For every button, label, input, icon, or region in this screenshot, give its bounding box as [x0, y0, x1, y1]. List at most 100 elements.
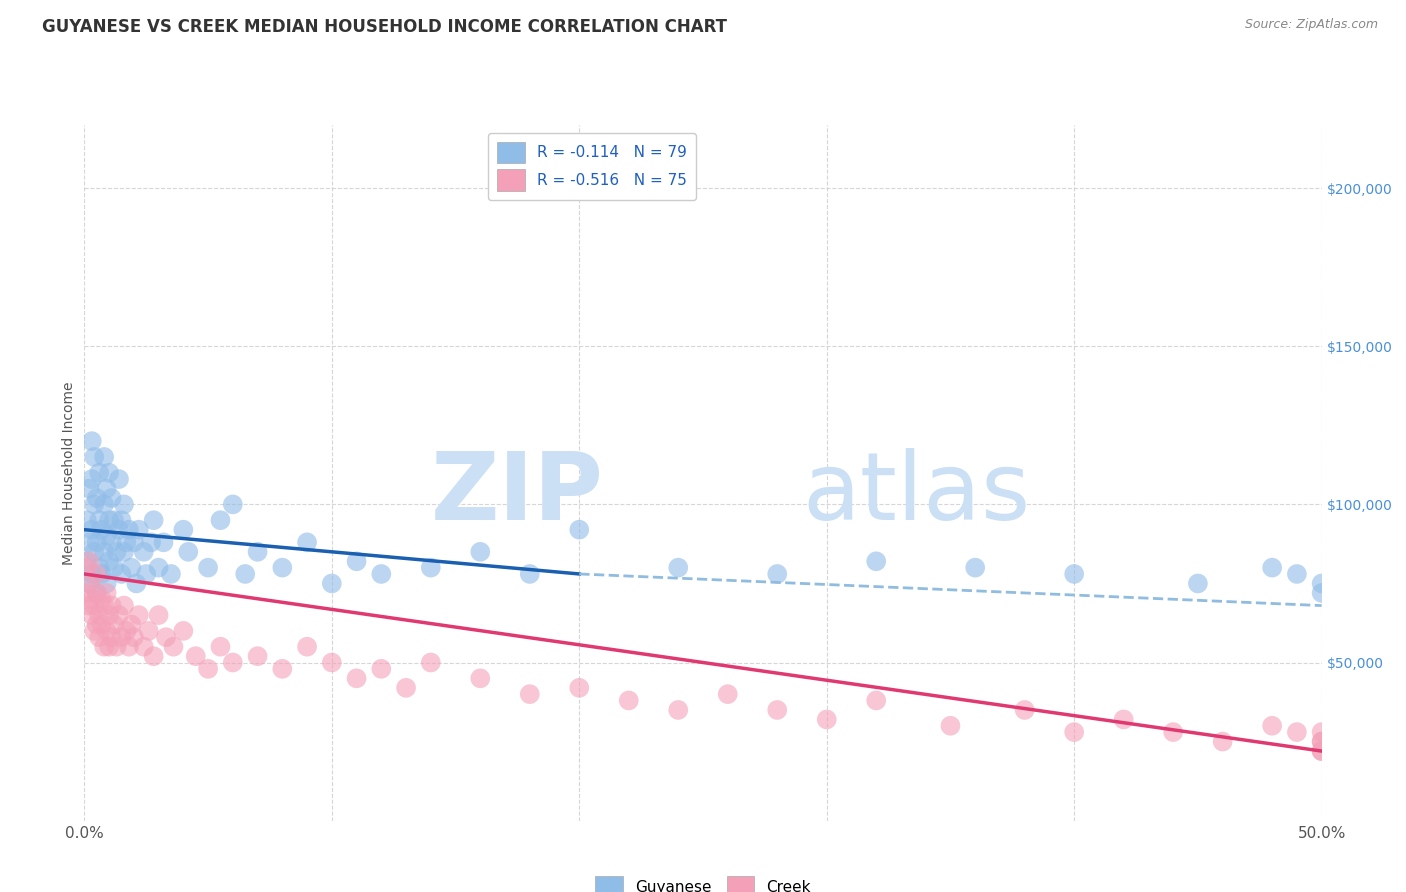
- Point: [110, 513, 132, 527]
- Point: [295, 535, 318, 549]
- Point: [103, 560, 125, 574]
- Point: [717, 687, 740, 701]
- Point: [90, 523, 112, 537]
- Point: [321, 656, 343, 670]
- Point: [83, 497, 105, 511]
- Point: [108, 523, 131, 537]
- Point: [1285, 725, 1308, 739]
- Point: [89, 560, 111, 574]
- Point: [1310, 725, 1333, 739]
- Point: [118, 523, 141, 537]
- Point: [815, 713, 838, 727]
- Point: [1187, 576, 1209, 591]
- Point: [1310, 576, 1333, 591]
- Point: [197, 662, 219, 676]
- Point: [470, 671, 492, 685]
- Point: [108, 608, 131, 623]
- Point: [83, 545, 105, 559]
- Point: [118, 640, 141, 654]
- Point: [172, 523, 194, 537]
- Point: [76, 560, 98, 574]
- Point: [90, 617, 112, 632]
- Point: [1310, 586, 1333, 600]
- Point: [125, 576, 148, 591]
- Point: [1212, 734, 1234, 748]
- Point: [83, 450, 105, 464]
- Point: [120, 617, 142, 632]
- Point: [86, 566, 108, 581]
- Point: [80, 566, 103, 581]
- Point: [295, 640, 318, 654]
- Text: Source: ZipAtlas.com: Source: ZipAtlas.com: [1244, 18, 1378, 31]
- Point: [568, 681, 591, 695]
- Point: [766, 566, 789, 581]
- Point: [666, 703, 689, 717]
- Point: [271, 560, 294, 574]
- Point: [105, 545, 128, 559]
- Y-axis label: Median Household Income: Median Household Income: [62, 381, 76, 565]
- Point: [100, 491, 122, 505]
- Point: [1161, 725, 1184, 739]
- Point: [86, 491, 108, 505]
- Point: [96, 576, 118, 591]
- Point: [103, 513, 125, 527]
- Point: [103, 617, 125, 632]
- Point: [86, 617, 108, 632]
- Point: [98, 513, 121, 527]
- Point: [370, 662, 392, 676]
- Point: [1063, 725, 1085, 739]
- Point: [141, 535, 163, 549]
- Point: [222, 497, 245, 511]
- Point: [83, 599, 105, 613]
- Point: [1310, 734, 1333, 748]
- Point: [90, 592, 112, 607]
- Point: [346, 554, 368, 568]
- Point: [105, 640, 128, 654]
- Point: [93, 450, 115, 464]
- Point: [80, 472, 103, 486]
- Point: [93, 599, 115, 613]
- Point: [122, 630, 145, 644]
- Point: [112, 599, 135, 613]
- Point: [80, 592, 103, 607]
- Point: [96, 529, 118, 543]
- Point: [568, 523, 591, 537]
- Point: [1063, 566, 1085, 581]
- Point: [766, 703, 789, 717]
- Legend: Guyanese, Creek: Guyanese, Creek: [589, 870, 817, 892]
- Point: [100, 535, 122, 549]
- Point: [321, 576, 343, 591]
- Point: [1310, 744, 1333, 758]
- Point: [83, 624, 105, 638]
- Point: [346, 671, 368, 685]
- Point: [76, 513, 98, 527]
- Point: [152, 535, 174, 549]
- Point: [519, 566, 541, 581]
- Point: [79, 576, 101, 591]
- Point: [86, 586, 108, 600]
- Text: GUYANESE VS CREEK MEDIAN HOUSEHOLD INCOME CORRELATION CHART: GUYANESE VS CREEK MEDIAN HOUSEHOLD INCOM…: [42, 18, 727, 36]
- Point: [110, 566, 132, 581]
- Point: [108, 472, 131, 486]
- Text: ZIP: ZIP: [432, 448, 605, 540]
- Point: [79, 554, 101, 568]
- Point: [370, 566, 392, 581]
- Point: [98, 466, 121, 480]
- Point: [98, 608, 121, 623]
- Point: [132, 545, 155, 559]
- Point: [79, 535, 101, 549]
- Point: [76, 554, 98, 568]
- Point: [209, 640, 232, 654]
- Point: [865, 554, 887, 568]
- Point: [1310, 744, 1333, 758]
- Point: [79, 576, 101, 591]
- Point: [233, 566, 256, 581]
- Point: [93, 497, 115, 511]
- Point: [80, 608, 103, 623]
- Point: [132, 640, 155, 654]
- Point: [1261, 719, 1284, 733]
- Text: atlas: atlas: [801, 448, 1031, 540]
- Point: [246, 649, 269, 664]
- Point: [89, 630, 111, 644]
- Point: [148, 608, 170, 623]
